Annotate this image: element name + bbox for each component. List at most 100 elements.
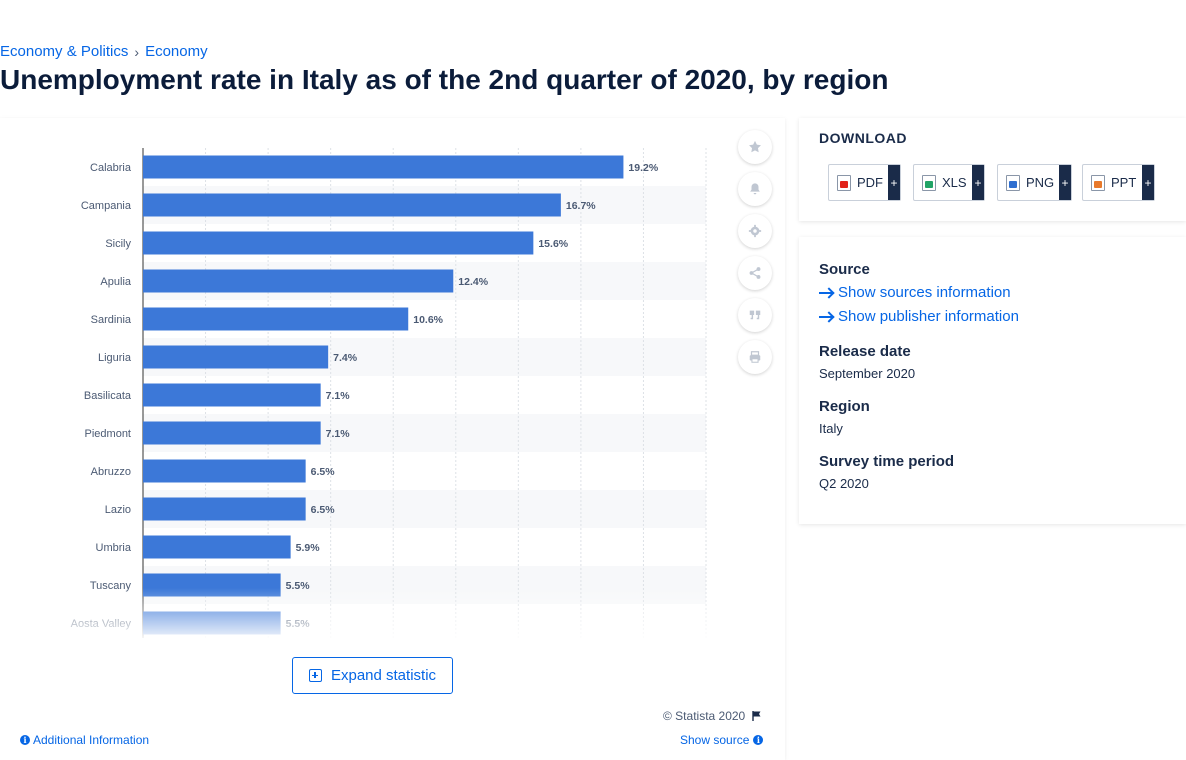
expand-statistic-button[interactable]: Expand statistic (292, 657, 453, 694)
plus-icon: + (1059, 165, 1071, 200)
chart-area: Calabria 19.2% Campania 16.7% Sicily 15.6% Apu… (0, 118, 730, 638)
bar-lazio (143, 497, 306, 521)
show-source-link[interactable]: Show source i (680, 733, 764, 747)
info-icon: i (753, 735, 764, 745)
plus-icon: + (972, 165, 984, 200)
bar-piedmont (143, 421, 321, 445)
data-label: 5.5% (286, 618, 311, 630)
copyright: © Statista 2020 (663, 709, 763, 723)
data-label: 6.5% (311, 504, 336, 516)
category-label: Apulia (100, 276, 131, 288)
download-png-label: PNG (1026, 175, 1055, 190)
additional-information-label: Additional Information (33, 733, 150, 747)
show-sources-label: Show sources information (838, 284, 1011, 301)
category-label: Aosta Valley (71, 618, 132, 630)
bar-sardinia (143, 307, 409, 331)
print-button[interactable] (738, 340, 772, 374)
bar-aosta-valley (143, 611, 281, 635)
release-date-label: Release date (819, 343, 911, 360)
survey-period-value: Q2 2020 (819, 476, 869, 491)
download-xls-button[interactable]: XLS + (913, 164, 985, 201)
download-xls-label: XLS (942, 175, 967, 190)
download-ppt-button[interactable]: PPT + (1082, 164, 1155, 201)
bar-umbria (143, 535, 291, 559)
copyright-text: © Statista 2020 (663, 709, 746, 723)
star-icon (749, 140, 761, 153)
breadcrumb-link-economy[interactable]: Economy (145, 43, 208, 60)
bar-abruzzo (143, 459, 306, 483)
bar-chart: Calabria 19.2% Campania 16.7% Sicily 15.6% Apu… (71, 148, 707, 638)
info-icon: i (20, 735, 30, 745)
category-label: Umbria (96, 542, 132, 554)
notification-button[interactable] (738, 172, 772, 206)
breadcrumb: Economy & Politics › Economy (0, 43, 208, 60)
flag-icon[interactable] (751, 710, 763, 722)
category-label: Calabria (90, 162, 132, 174)
region-label: Region (819, 398, 870, 415)
release-date-value: September 2020 (819, 366, 916, 381)
page-title: Unemployment rate in Italy as of the 2nd… (0, 64, 889, 95)
plus-square-icon (308, 669, 322, 682)
region-value: Italy (819, 421, 843, 436)
data-label: 7.1% (326, 428, 351, 440)
data-label: 10.6% (413, 314, 443, 326)
chart-card: Calabria 19.2% Campania 16.7% Sicily 15.6% Apu… (0, 118, 785, 760)
category-label: Campania (81, 200, 132, 212)
bar-calabria (143, 155, 624, 179)
data-label: 7.4% (333, 352, 358, 364)
breadcrumb-separator: › (134, 43, 140, 60)
pdf-file-icon (837, 174, 851, 191)
download-title: DOWNLOAD (819, 130, 907, 146)
bar-liguria (143, 345, 329, 369)
ppt-file-icon (1091, 174, 1105, 191)
survey-period-label: Survey time period (819, 453, 955, 470)
download-ppt-label: PPT (1111, 175, 1137, 190)
statistic-details-card: Source Show sources information Show pub… (799, 237, 1186, 524)
data-label: 7.1% (326, 390, 351, 402)
gear-icon (748, 224, 762, 238)
data-label: 6.5% (311, 466, 336, 478)
show-publisher-label: Show publisher information (838, 308, 1019, 325)
bar-tuscany (143, 573, 281, 597)
download-card: DOWNLOAD PDF + XLS + PNG + PPT + (799, 118, 1186, 221)
favorite-button[interactable] (738, 130, 772, 164)
data-label: 12.4% (458, 276, 488, 288)
arrow-right-icon (819, 315, 832, 318)
show-sources-link[interactable]: Show sources information (819, 284, 1011, 301)
settings-button[interactable] (738, 214, 772, 248)
category-label: Abruzzo (91, 466, 131, 478)
png-file-icon (1006, 174, 1020, 191)
category-label: Sardinia (91, 314, 132, 326)
download-pdf-button[interactable]: PDF + (828, 164, 901, 201)
source-label: Source (819, 261, 870, 278)
quote-icon (749, 310, 761, 320)
bar-campania (143, 193, 561, 217)
category-label: Tuscany (90, 580, 132, 592)
bar-apulia (143, 269, 454, 293)
download-png-button[interactable]: PNG + (997, 164, 1072, 201)
plus-icon: + (1142, 165, 1154, 200)
additional-information-link[interactable]: i Additional Information (20, 733, 149, 747)
bar-basilicata (143, 383, 321, 407)
category-label: Piedmont (85, 428, 131, 440)
arrow-right-icon (819, 291, 832, 294)
chart-actions-toolbar (738, 130, 772, 374)
download-pdf-label: PDF (857, 175, 883, 190)
expand-statistic-label: Expand statistic (330, 667, 437, 684)
bar-sicily (143, 231, 534, 255)
data-label: 5.5% (286, 580, 311, 592)
category-label: Sicily (105, 238, 131, 250)
data-label: 15.6% (538, 238, 568, 250)
cite-button[interactable] (738, 298, 772, 332)
share-icon (749, 267, 761, 279)
category-label: Liguria (98, 352, 132, 364)
show-publisher-link[interactable]: Show publisher information (819, 308, 1019, 325)
category-label: Lazio (105, 504, 131, 516)
data-label: 16.7% (566, 200, 596, 212)
share-button[interactable] (738, 256, 772, 290)
xls-file-icon (922, 174, 936, 191)
plus-icon: + (888, 165, 900, 200)
print-icon (749, 351, 761, 363)
bell-icon (750, 183, 760, 195)
breadcrumb-link-economy-politics[interactable]: Economy & Politics (0, 43, 129, 60)
